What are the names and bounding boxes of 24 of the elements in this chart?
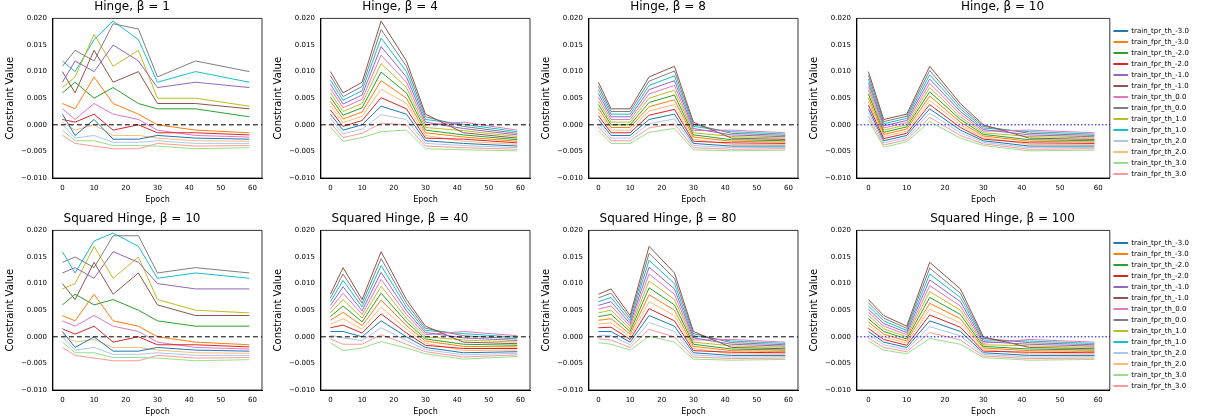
x-axis-title: Epoch [413, 407, 438, 417]
x-axis-title: Epoch [681, 407, 706, 417]
chart-title: Squared Hinge, β = 10 [63, 211, 201, 226]
y-axis-title: Constraint Value [3, 56, 15, 140]
chart-title: Squared Hinge, β = 100 [930, 211, 1075, 226]
x-axis-title: Epoch [681, 195, 706, 205]
chart-title: Squared Hinge, β = 80 [599, 211, 737, 226]
chart-title: Hinge, β = 8 [630, 0, 706, 14]
x-axis-title: Epoch [413, 195, 438, 205]
y-axis-title: Constraint Value [539, 268, 551, 352]
y-axis-title: Constraint Value [807, 56, 819, 140]
chart-title: Hinge, β = 10 [960, 0, 1045, 14]
y-axis-title: Constraint Value [807, 268, 819, 352]
y-axis-title: Constraint Value [271, 268, 283, 352]
y-axis-title: Constraint Value [271, 56, 283, 140]
y-axis-title: Constraint Value [539, 56, 551, 140]
x-axis-title: Epoch [145, 407, 170, 417]
x-axis-title: Epoch [971, 195, 996, 205]
chart-title: Hinge, β = 4 [362, 0, 438, 14]
x-axis-title: Epoch [145, 195, 170, 205]
x-axis-title: Epoch [971, 407, 996, 417]
chart-title: Squared Hinge, β = 40 [331, 211, 469, 226]
y-axis-title: Constraint Value [3, 268, 15, 352]
chart-title: Hinge, β = 1 [94, 0, 170, 14]
